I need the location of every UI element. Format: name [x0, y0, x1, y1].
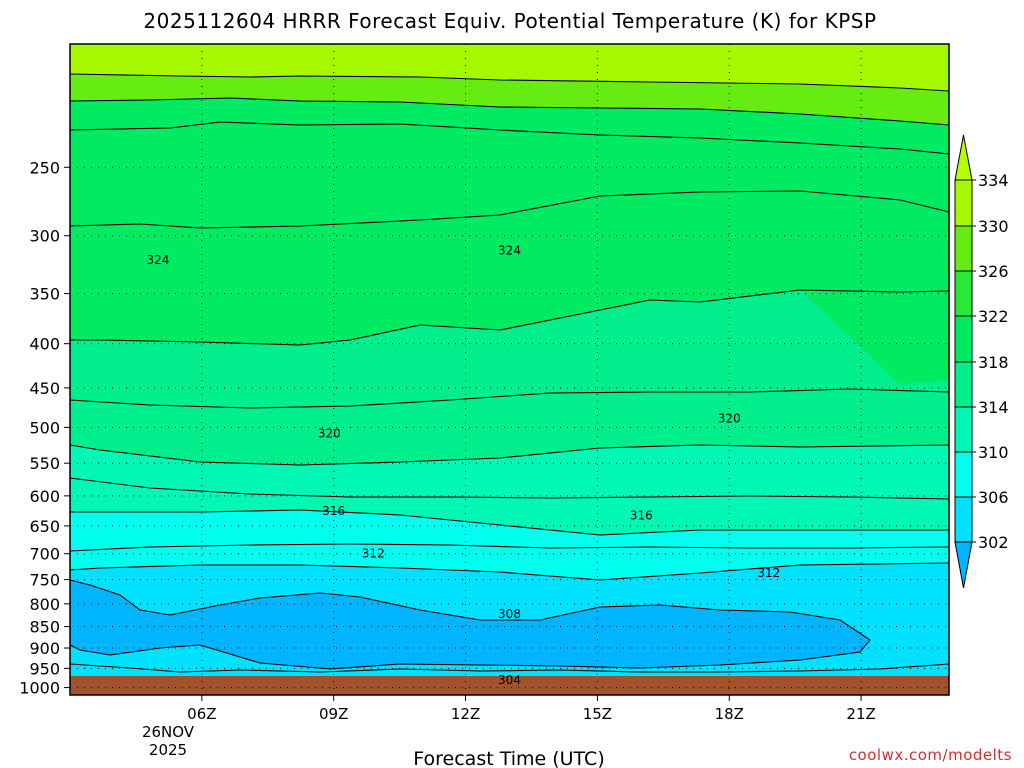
colorbar-label: 306 — [978, 488, 1009, 507]
y-tick-label: 950 — [29, 659, 60, 678]
y-tick-label: 550 — [29, 454, 60, 473]
x-tick-label: 09Z — [319, 705, 348, 723]
contour-line — [69, 444, 950, 466]
contour-label: 324 — [498, 243, 521, 257]
contour-label: 324 — [146, 253, 169, 267]
band-314-318 — [70, 290, 949, 465]
colorbar-label: 322 — [978, 307, 1009, 326]
x-tick-label: 18Z — [715, 705, 744, 723]
colorbar-segment — [954, 406, 973, 453]
colorbar-label: 334 — [978, 171, 1009, 190]
y-tick-label: 350 — [29, 285, 60, 304]
contour-line — [69, 543, 950, 552]
chart-title: 2025112604 HRRR Forecast Equiv. Potentia… — [143, 9, 876, 33]
y-tick-label: 850 — [29, 618, 60, 637]
y-tick-label: 300 — [29, 227, 60, 246]
y-tick-label: 500 — [29, 418, 60, 437]
contour-lines — [69, 73, 950, 673]
colorbar-segment — [954, 496, 973, 543]
x-tick-label: 21Z — [846, 705, 875, 723]
contour-line — [69, 477, 950, 500]
contour-line — [69, 190, 950, 229]
y-tick-label: 600 — [29, 487, 60, 506]
y-tick-label: 750 — [29, 571, 60, 590]
y-tick-label: 250 — [29, 158, 60, 177]
contour-label: 312 — [362, 547, 385, 561]
colorbar-label: 326 — [978, 262, 1009, 281]
credit-text: coolwx.com/modelts — [849, 746, 1012, 764]
colorbar-label: 310 — [978, 443, 1009, 462]
y-tick-label: 450 — [29, 379, 60, 398]
contour-label: 320 — [318, 426, 341, 440]
contour-line — [69, 121, 950, 155]
plot-frame — [69, 43, 950, 696]
contour-line — [69, 663, 950, 673]
x-axis: 06Z 09Z 12Z 15Z 18Z 21Z — [187, 695, 876, 723]
colorbar: 334 330 326 322 318 314 310 306 302 — [954, 134, 1009, 589]
colorbar-segment — [954, 270, 973, 317]
colorbar-top-arrow — [954, 134, 973, 181]
band-318-322 — [70, 98, 949, 384]
y-tick-label: 800 — [29, 595, 60, 614]
band-298-302 — [70, 580, 870, 669]
colorbar-label: 302 — [978, 533, 1009, 552]
contour-line — [69, 97, 950, 126]
x-tick-label: 15Z — [583, 705, 612, 723]
x-axis-label: Forecast Time (UTC) — [413, 748, 604, 768]
y-tick-label: 1000 — [19, 679, 60, 698]
contour-label: 308 — [498, 607, 521, 621]
colorbar-segment — [954, 225, 973, 272]
colorbar-segment — [954, 361, 973, 408]
colorbar-label: 330 — [978, 217, 1009, 236]
plot-area: 324 324 320 320 316 316 312 312 308 304 — [69, 43, 950, 696]
colorbar-label: 318 — [978, 353, 1009, 372]
terrain-fill — [70, 676, 949, 695]
y-tick-label: 700 — [29, 545, 60, 564]
contour-label: 312 — [757, 566, 780, 580]
y-tick-label: 900 — [29, 639, 60, 658]
y-axis: 250 300 350 400 450 500 550 600 650 700 750 800 850 9… — [19, 158, 70, 698]
colorbar-segment — [954, 179, 973, 227]
y-tick-label: 650 — [29, 517, 60, 536]
contour-line — [69, 73, 950, 92]
contour-label: 320 — [718, 411, 741, 425]
contour-label: 304 — [498, 673, 521, 687]
date-label-year: 2025 — [149, 741, 187, 759]
contour-line — [70, 289, 950, 346]
contour-label: 316 — [630, 508, 653, 522]
colorbar-bottom-arrow — [954, 541, 973, 589]
colorbar-segment — [954, 315, 973, 363]
date-label-day: 26NOV — [142, 723, 195, 741]
colorbar-segment — [954, 451, 973, 498]
contour-line — [69, 579, 871, 670]
contour-line — [69, 388, 950, 409]
contour-label: 316 — [322, 504, 345, 518]
contour-labels: 324 324 320 320 316 316 312 312 308 304 — [146, 243, 780, 687]
y-tick-label: 400 — [29, 335, 60, 354]
band-310-314 — [70, 445, 949, 535]
x-tick-label: 06Z — [187, 705, 216, 723]
x-tick-label: 12Z — [451, 705, 480, 723]
colorbar-label: 314 — [978, 398, 1009, 417]
contour-line — [69, 562, 950, 581]
contour-line — [70, 509, 949, 536]
